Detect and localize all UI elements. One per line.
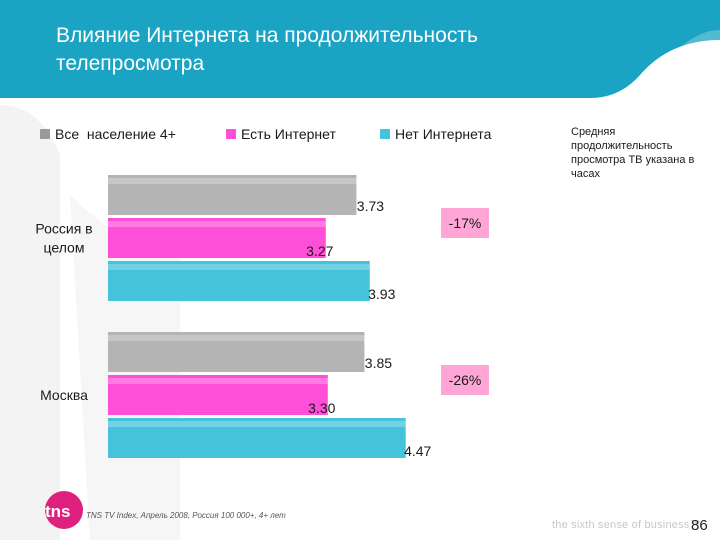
side-note: Средняя продолжительность просмотра ТВ у… [571,126,695,180]
legend-label: Есть Интернет [241,126,336,142]
chart-legend: Все население 4+ Есть Интернет Нет Интер… [0,124,540,144]
legend-item-internet: Есть Интернет [226,124,336,144]
change-badge-label: -17% [449,215,482,231]
tagline: the sixth sense of business™ [552,519,701,531]
header-band [0,0,720,98]
bar-chart: Россия в целом 3.73 3.27 3.93 -17% Москва 3.85 3… [35,175,489,459]
bar-all [108,175,357,215]
bar-highlight [108,421,406,427]
bar-internet [108,218,326,258]
legend-swatch-gray [40,129,50,139]
data-label: 3.93 [368,286,395,302]
category-label: Россия в целом [35,221,92,256]
change-badge [441,365,489,395]
category-label: Москва [40,387,88,403]
page-title: Влияние Интернета на продолжительность т… [56,24,478,75]
bar-highlight [108,221,326,227]
legend-swatch-pink [226,129,236,139]
data-label: 3.73 [357,198,384,214]
bar-highlight [108,378,328,384]
tns-logo: tns [45,491,83,529]
source-note: TNS TV Index, Апрель 2008, Россия 100 00… [86,511,286,520]
bar-no-internet [108,261,370,301]
data-label: 3.85 [365,355,392,371]
bar-highlight [108,264,370,270]
legend-item-all: Все население 4+ [40,124,176,144]
page-number: 86 [691,517,708,534]
bar-highlight [108,335,365,341]
legend-swatch-cyan [380,129,390,139]
legend-item-no-internet: Нет Интернета [380,124,491,144]
bar-all [108,332,365,372]
bar-highlight [108,178,357,184]
bar-no-internet [108,418,406,458]
legend-label: Нет Интернета [395,126,492,142]
legend-label: Все население 4+ [55,126,176,142]
change-badge-label: -26% [449,372,482,388]
data-label: 3.30 [308,400,335,416]
bar-internet [108,375,328,415]
data-label: 4.47 [404,443,431,459]
logo-text: tns [45,502,71,521]
change-badge [441,208,489,238]
data-label: 3.27 [306,243,333,259]
